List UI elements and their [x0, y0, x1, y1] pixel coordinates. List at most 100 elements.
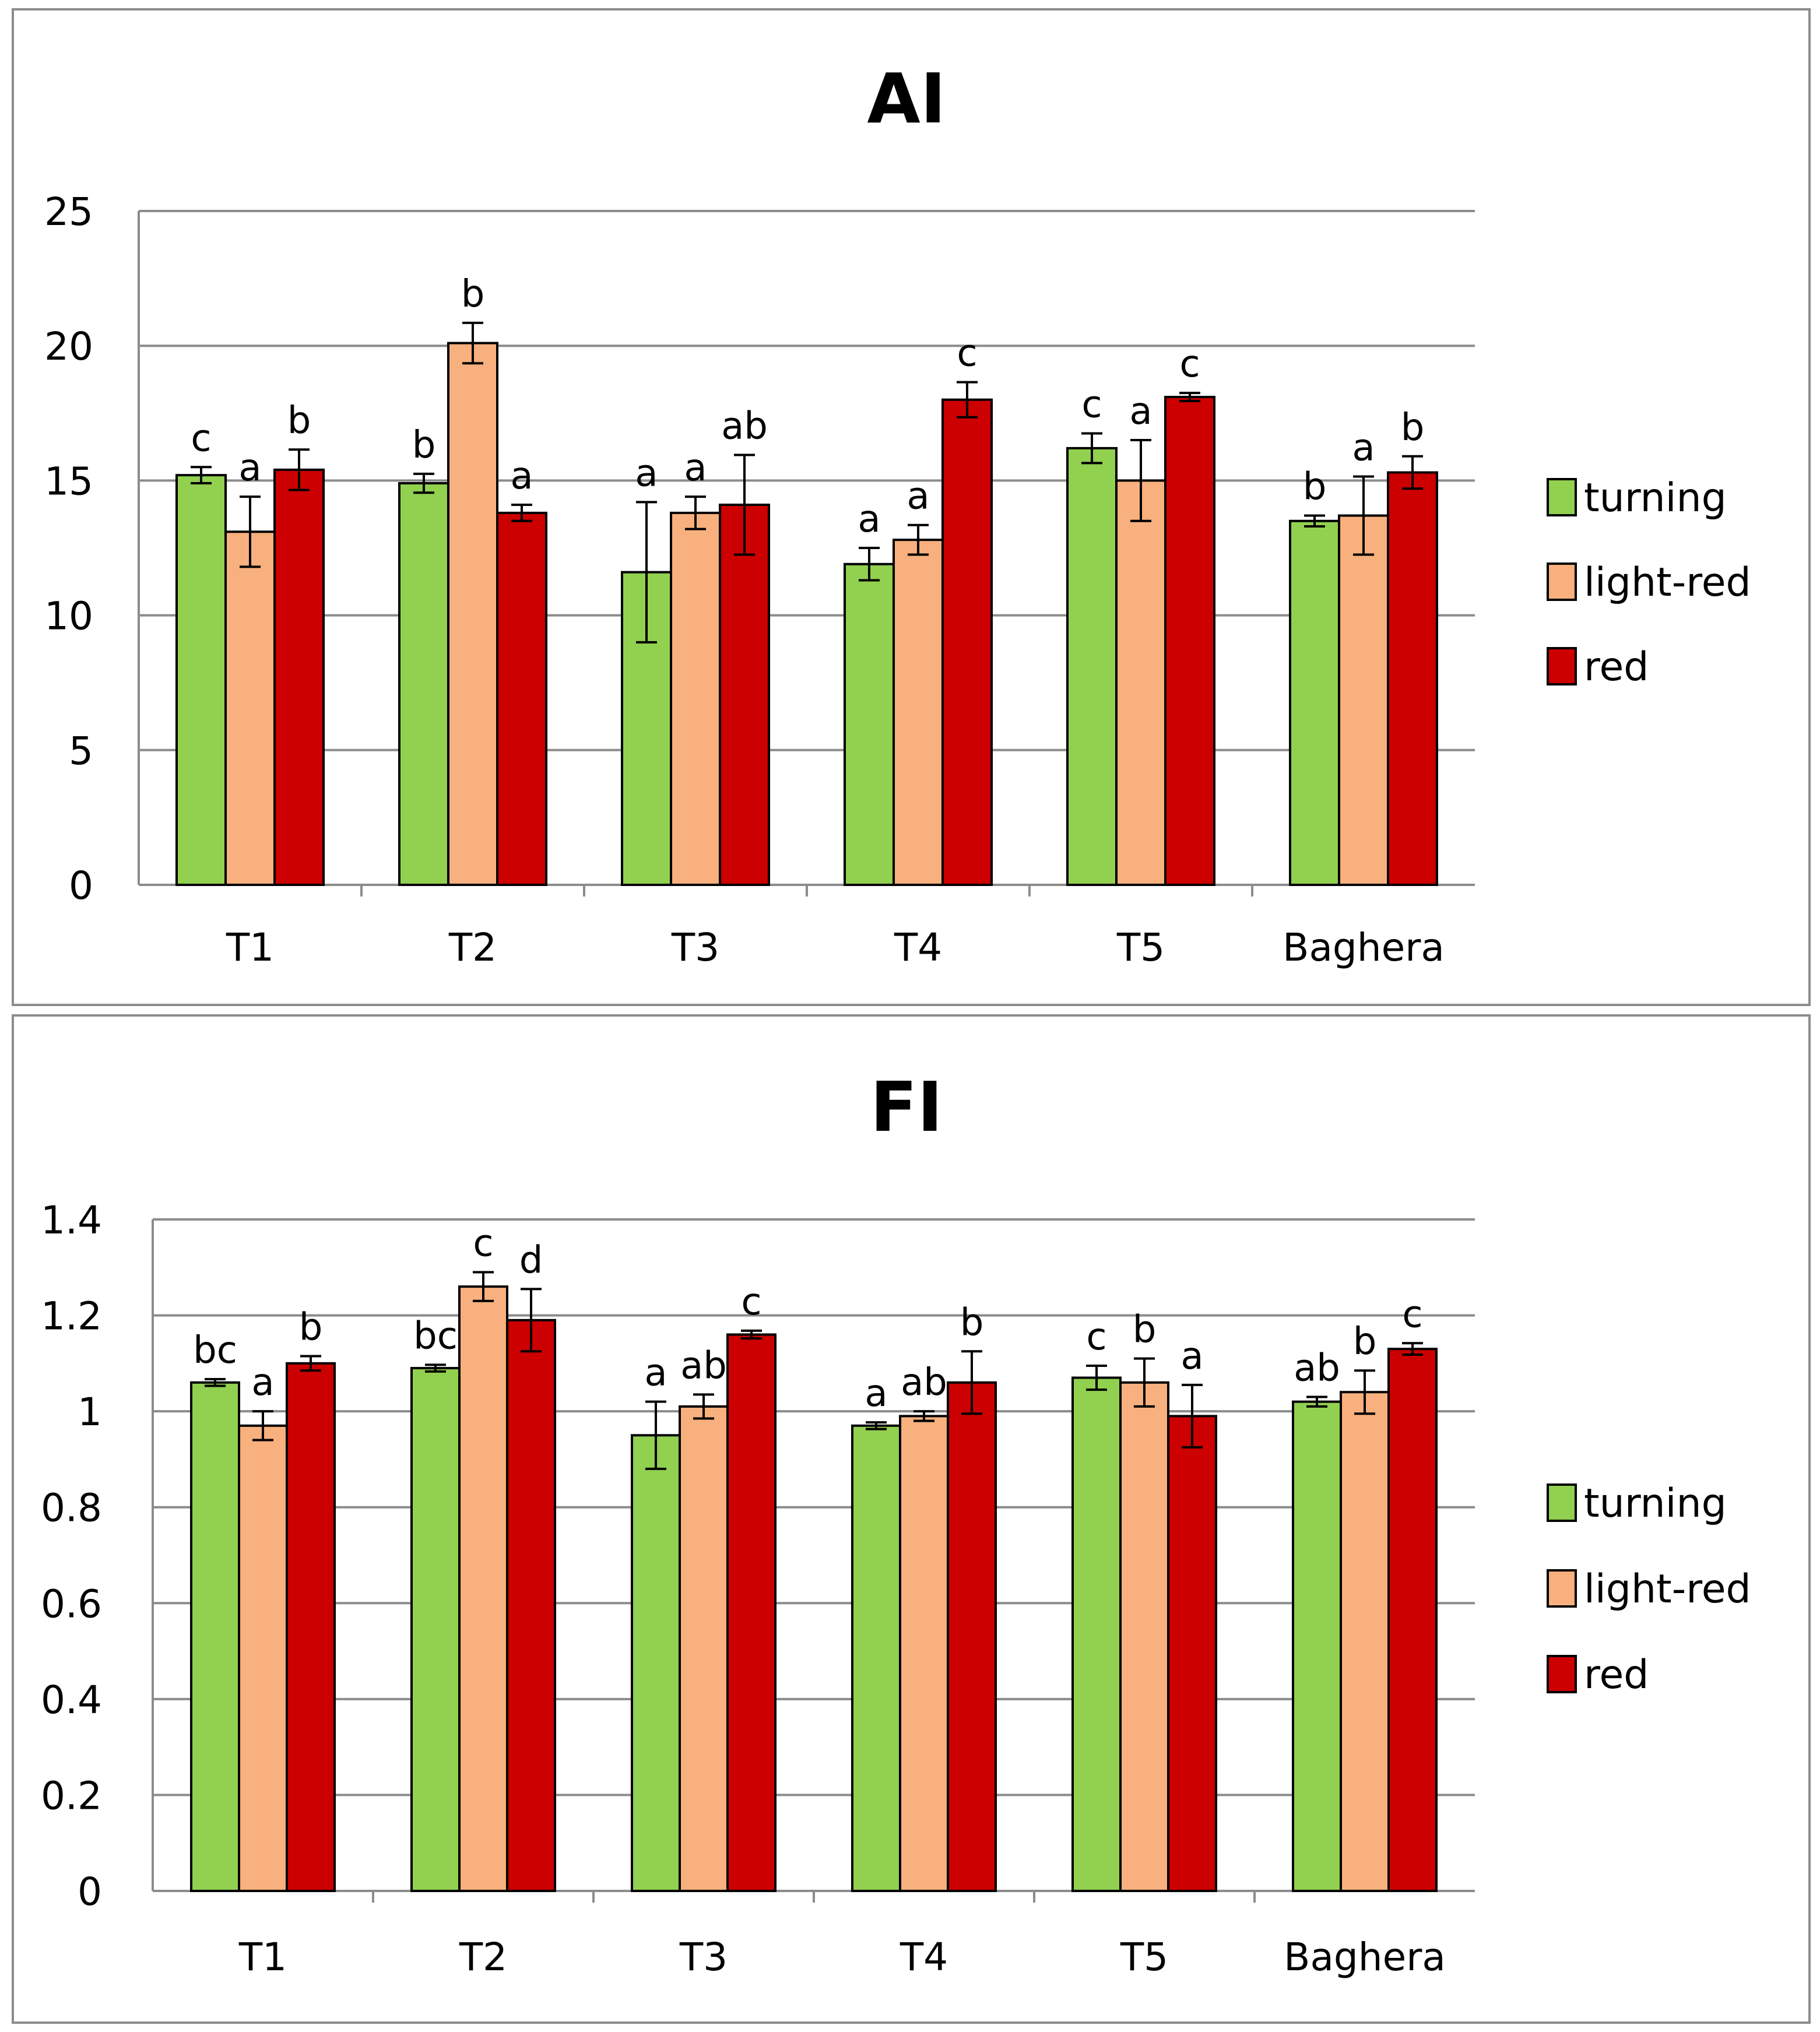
data-label: ab: [901, 1361, 947, 1404]
data-label: b: [287, 399, 311, 442]
data-label: a: [1352, 426, 1375, 469]
bar-light-red: [679, 1405, 729, 1892]
y-tick-label: 0.6: [41, 1581, 102, 1626]
y-tick-label: 1: [78, 1390, 102, 1435]
bar-turning: [1289, 519, 1340, 886]
data-label: a: [858, 498, 880, 541]
x-tick-label: T5: [1116, 925, 1165, 970]
bar-red: [1167, 1415, 1217, 1892]
data-label: c: [1179, 343, 1200, 386]
data-label: a: [251, 1361, 274, 1404]
bar-red: [1387, 1348, 1438, 1892]
data-label: a: [907, 475, 929, 518]
bar-turning: [175, 474, 227, 886]
data-label: c: [1081, 383, 1102, 426]
bar-turning: [190, 1381, 240, 1893]
data-label: c: [1402, 1293, 1422, 1336]
bar-light-red: [899, 1415, 949, 1892]
y-tick-label: 5: [69, 729, 93, 774]
x-tick-label: Baghera: [1284, 1935, 1446, 1980]
y-tick-label: 25: [44, 189, 93, 234]
bar-light-red: [238, 1424, 288, 1893]
bar-turning: [410, 1367, 461, 1892]
y-tick-label: 0: [78, 1869, 102, 1914]
data-label: b: [1353, 1320, 1377, 1363]
bar-light-red: [670, 511, 721, 886]
bar-turning: [1066, 447, 1118, 886]
bar-red: [506, 1319, 556, 1893]
x-tick-label: Baghera: [1283, 925, 1445, 970]
data-label: b: [1303, 466, 1327, 509]
legend-marker-light-red: [1547, 563, 1577, 601]
bar-light-red: [224, 530, 276, 886]
bar-light-red: [458, 1285, 508, 1892]
x-tick-label: T4: [900, 1935, 948, 1980]
bar-light-red: [893, 539, 944, 886]
y-tick-label: 10: [44, 594, 93, 639]
data-label: a: [238, 447, 261, 490]
x-tick-label: T2: [448, 925, 497, 970]
y-tick-label: 1.4: [41, 1198, 102, 1243]
y-tick-label: 1.2: [41, 1294, 102, 1339]
bar-red: [1164, 396, 1215, 886]
chart-title: AI: [867, 58, 946, 139]
data-label: b: [960, 1301, 984, 1344]
data-label: c: [191, 417, 211, 460]
bar-turning: [844, 563, 895, 886]
y-tick-label: 0.4: [41, 1678, 102, 1722]
data-label: ab: [680, 1344, 727, 1387]
x-tick-label: T5: [1120, 1935, 1168, 1980]
bar-red: [273, 468, 325, 886]
bar-light-red: [1119, 1381, 1169, 1893]
data-label: a: [644, 1352, 667, 1395]
chart-title: FI: [870, 1067, 943, 1147]
bar-turning: [1292, 1400, 1342, 1893]
data-label: a: [510, 455, 533, 498]
data-label: b: [299, 1306, 323, 1349]
bar-red: [947, 1381, 997, 1893]
data-label: bc: [193, 1329, 237, 1372]
bar-red: [1387, 471, 1438, 886]
y-tick-label: 0: [69, 863, 93, 908]
legend-marker-turning: [1547, 478, 1577, 516]
legend-label: light-red: [1584, 1566, 1751, 1612]
y-tick-label: 0.8: [41, 1486, 102, 1531]
data-label: ab: [721, 405, 768, 448]
x-tick-label: T3: [671, 925, 719, 970]
x-tick-label: T2: [459, 1935, 507, 1980]
bar-red: [286, 1362, 336, 1893]
bar-light-red: [1340, 1391, 1390, 1892]
x-tick-label: T1: [226, 925, 274, 970]
data-label: a: [635, 452, 658, 495]
x-tick-label: T4: [894, 925, 942, 970]
bar-turning: [631, 1434, 681, 1892]
y-tick-label: 20: [44, 324, 93, 369]
legend-marker-light-red: [1547, 1569, 1577, 1608]
data-label: ab: [1294, 1347, 1340, 1390]
data-label: c: [741, 1281, 761, 1324]
bar-turning: [851, 1424, 901, 1893]
bar-light-red: [1115, 479, 1167, 886]
legend-label: light-red: [1584, 560, 1751, 606]
data-label: a: [1129, 390, 1152, 433]
data-label: a: [684, 447, 707, 490]
data-label: d: [519, 1239, 543, 1282]
legend-label: turning: [1584, 1481, 1727, 1527]
data-label: b: [1401, 406, 1425, 449]
x-tick-label: T3: [679, 1935, 728, 1980]
data-label: c: [957, 332, 977, 375]
bar-red: [941, 398, 993, 886]
y-tick-label: 15: [44, 459, 93, 504]
bar-turning: [1071, 1376, 1122, 1893]
legend-label: red: [1584, 1652, 1649, 1698]
bar-light-red: [1338, 514, 1389, 886]
y-tick-label: 0.2: [41, 1773, 102, 1818]
data-label: bc: [413, 1314, 458, 1358]
bar-red: [726, 1333, 777, 1892]
bar-turning: [398, 482, 449, 886]
data-label: c: [1086, 1316, 1106, 1359]
data-label: b: [461, 273, 485, 316]
